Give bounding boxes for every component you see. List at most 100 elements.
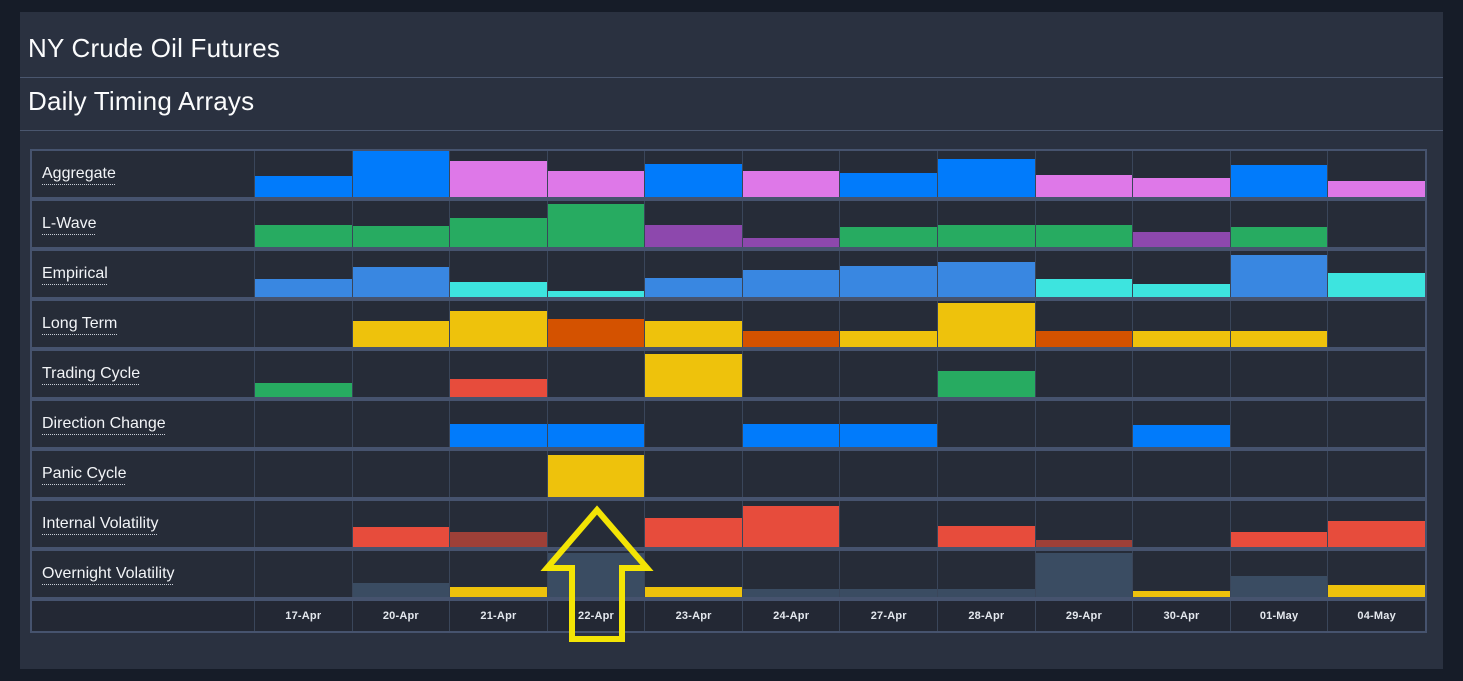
date-label: 23-Apr	[644, 600, 742, 631]
row-label-cell: Aggregate	[32, 150, 254, 197]
row-label-cell: Empirical	[32, 250, 254, 297]
date-label: 24-Apr	[741, 600, 840, 631]
array-cell	[449, 200, 547, 247]
array-cell	[1229, 300, 1328, 347]
array-cell	[546, 300, 645, 347]
array-cell	[741, 150, 840, 197]
array-bar-purple	[645, 224, 742, 247]
array-cell	[546, 200, 645, 247]
date-axis-corner	[32, 600, 254, 631]
array-cell	[546, 150, 645, 197]
array-cell	[351, 200, 450, 247]
array-bar-slate	[938, 589, 1035, 597]
array-cell	[1132, 300, 1230, 347]
array-cell	[839, 250, 938, 297]
array-cell	[839, 400, 938, 447]
array-cell	[449, 400, 547, 447]
array-cell	[449, 150, 547, 197]
array-cell	[351, 250, 450, 297]
array-bar-purple	[742, 237, 840, 247]
array-cell	[449, 500, 547, 547]
row-label[interactable]: Panic Cycle	[42, 464, 127, 482]
array-bar-yellow	[1133, 330, 1230, 347]
array-cell	[546, 400, 645, 447]
array-bar-yellow	[352, 321, 450, 347]
date-label: 04-May	[1327, 600, 1425, 631]
array-cell	[1327, 400, 1425, 447]
row-label[interactable]: Overnight Volatility	[42, 564, 175, 582]
row-label[interactable]: Empirical	[42, 264, 108, 282]
array-cell	[1229, 400, 1328, 447]
array-cell	[1229, 250, 1328, 297]
array-cell	[1034, 400, 1133, 447]
row-label[interactable]: Direction Change	[42, 414, 166, 432]
app-panel: NY Crude Oil Futures Daily Timing Arrays…	[20, 12, 1443, 669]
array-cell	[254, 400, 352, 447]
up-arrow-outline	[540, 505, 654, 642]
row-label-cell: L-Wave	[32, 200, 254, 247]
array-cell	[1132, 400, 1230, 447]
array-bar-violet	[1328, 180, 1425, 197]
array-bar-slate	[1230, 576, 1328, 597]
array-cell	[1034, 300, 1133, 347]
array-bar-green	[352, 225, 450, 247]
array-cell	[1132, 200, 1230, 247]
table-row: Empirical	[32, 250, 1425, 297]
array-cell	[839, 300, 938, 347]
array-cell	[1132, 550, 1230, 597]
row-label-cell: Internal Volatility	[32, 500, 254, 547]
array-cell	[937, 350, 1035, 397]
array-bar-steelblue	[255, 279, 352, 297]
array-bar-blue	[742, 423, 840, 447]
array-bar-red	[450, 379, 547, 397]
array-cell	[839, 450, 938, 497]
array-bar-yellow	[1230, 330, 1328, 347]
instrument-title: NY Crude Oil Futures	[28, 33, 281, 63]
row-label[interactable]: L-Wave	[42, 214, 97, 232]
array-cell	[449, 250, 547, 297]
array-bar-maroon	[1035, 540, 1133, 547]
array-bar-red	[1328, 521, 1425, 547]
array-bar-red	[352, 527, 450, 547]
table-row: Long Term	[32, 300, 1425, 347]
array-cell	[351, 450, 450, 497]
array-cell	[1034, 200, 1133, 247]
row-label[interactable]: Aggregate	[42, 164, 116, 182]
array-bar-blue	[840, 423, 938, 447]
array-cell	[839, 350, 938, 397]
array-cell	[839, 500, 938, 547]
view-title: Daily Timing Arrays	[28, 85, 255, 116]
array-cell	[644, 300, 742, 347]
array-cell	[937, 300, 1035, 347]
array-cell	[546, 250, 645, 297]
array-cell	[644, 150, 742, 197]
array-cell	[839, 550, 938, 597]
array-cell	[351, 300, 450, 347]
array-bar-green	[255, 224, 352, 247]
array-cell	[254, 150, 352, 197]
array-cell	[741, 350, 840, 397]
array-cell	[254, 300, 352, 347]
array-cell	[839, 200, 938, 247]
array-cell	[1327, 200, 1425, 247]
table-row: Trading Cycle	[32, 350, 1425, 397]
row-label-cell: Long Term	[32, 300, 254, 347]
row-label[interactable]: Trading Cycle	[42, 364, 141, 382]
array-bar-green	[1035, 224, 1133, 247]
array-bar-blue	[547, 423, 645, 447]
array-cell	[449, 300, 547, 347]
array-bar-yellow	[645, 586, 742, 597]
array-bar-steelblue	[352, 266, 450, 297]
array-cell	[1034, 350, 1133, 397]
table-row: L-Wave	[32, 200, 1425, 247]
array-bar-steelblue	[645, 278, 742, 297]
array-cell	[1034, 500, 1133, 547]
array-bar-blue	[1133, 424, 1230, 447]
row-label[interactable]: Long Term	[42, 314, 118, 332]
row-label[interactable]: Internal Volatility	[42, 514, 159, 532]
array-cell	[254, 250, 352, 297]
date-label: 01-May	[1229, 600, 1328, 631]
row-label-cell: Panic Cycle	[32, 450, 254, 497]
timing-array-grid: Aggregate L-Wave Empirical Long Term Trading…	[30, 148, 1427, 633]
array-bar-yellow	[645, 321, 742, 347]
